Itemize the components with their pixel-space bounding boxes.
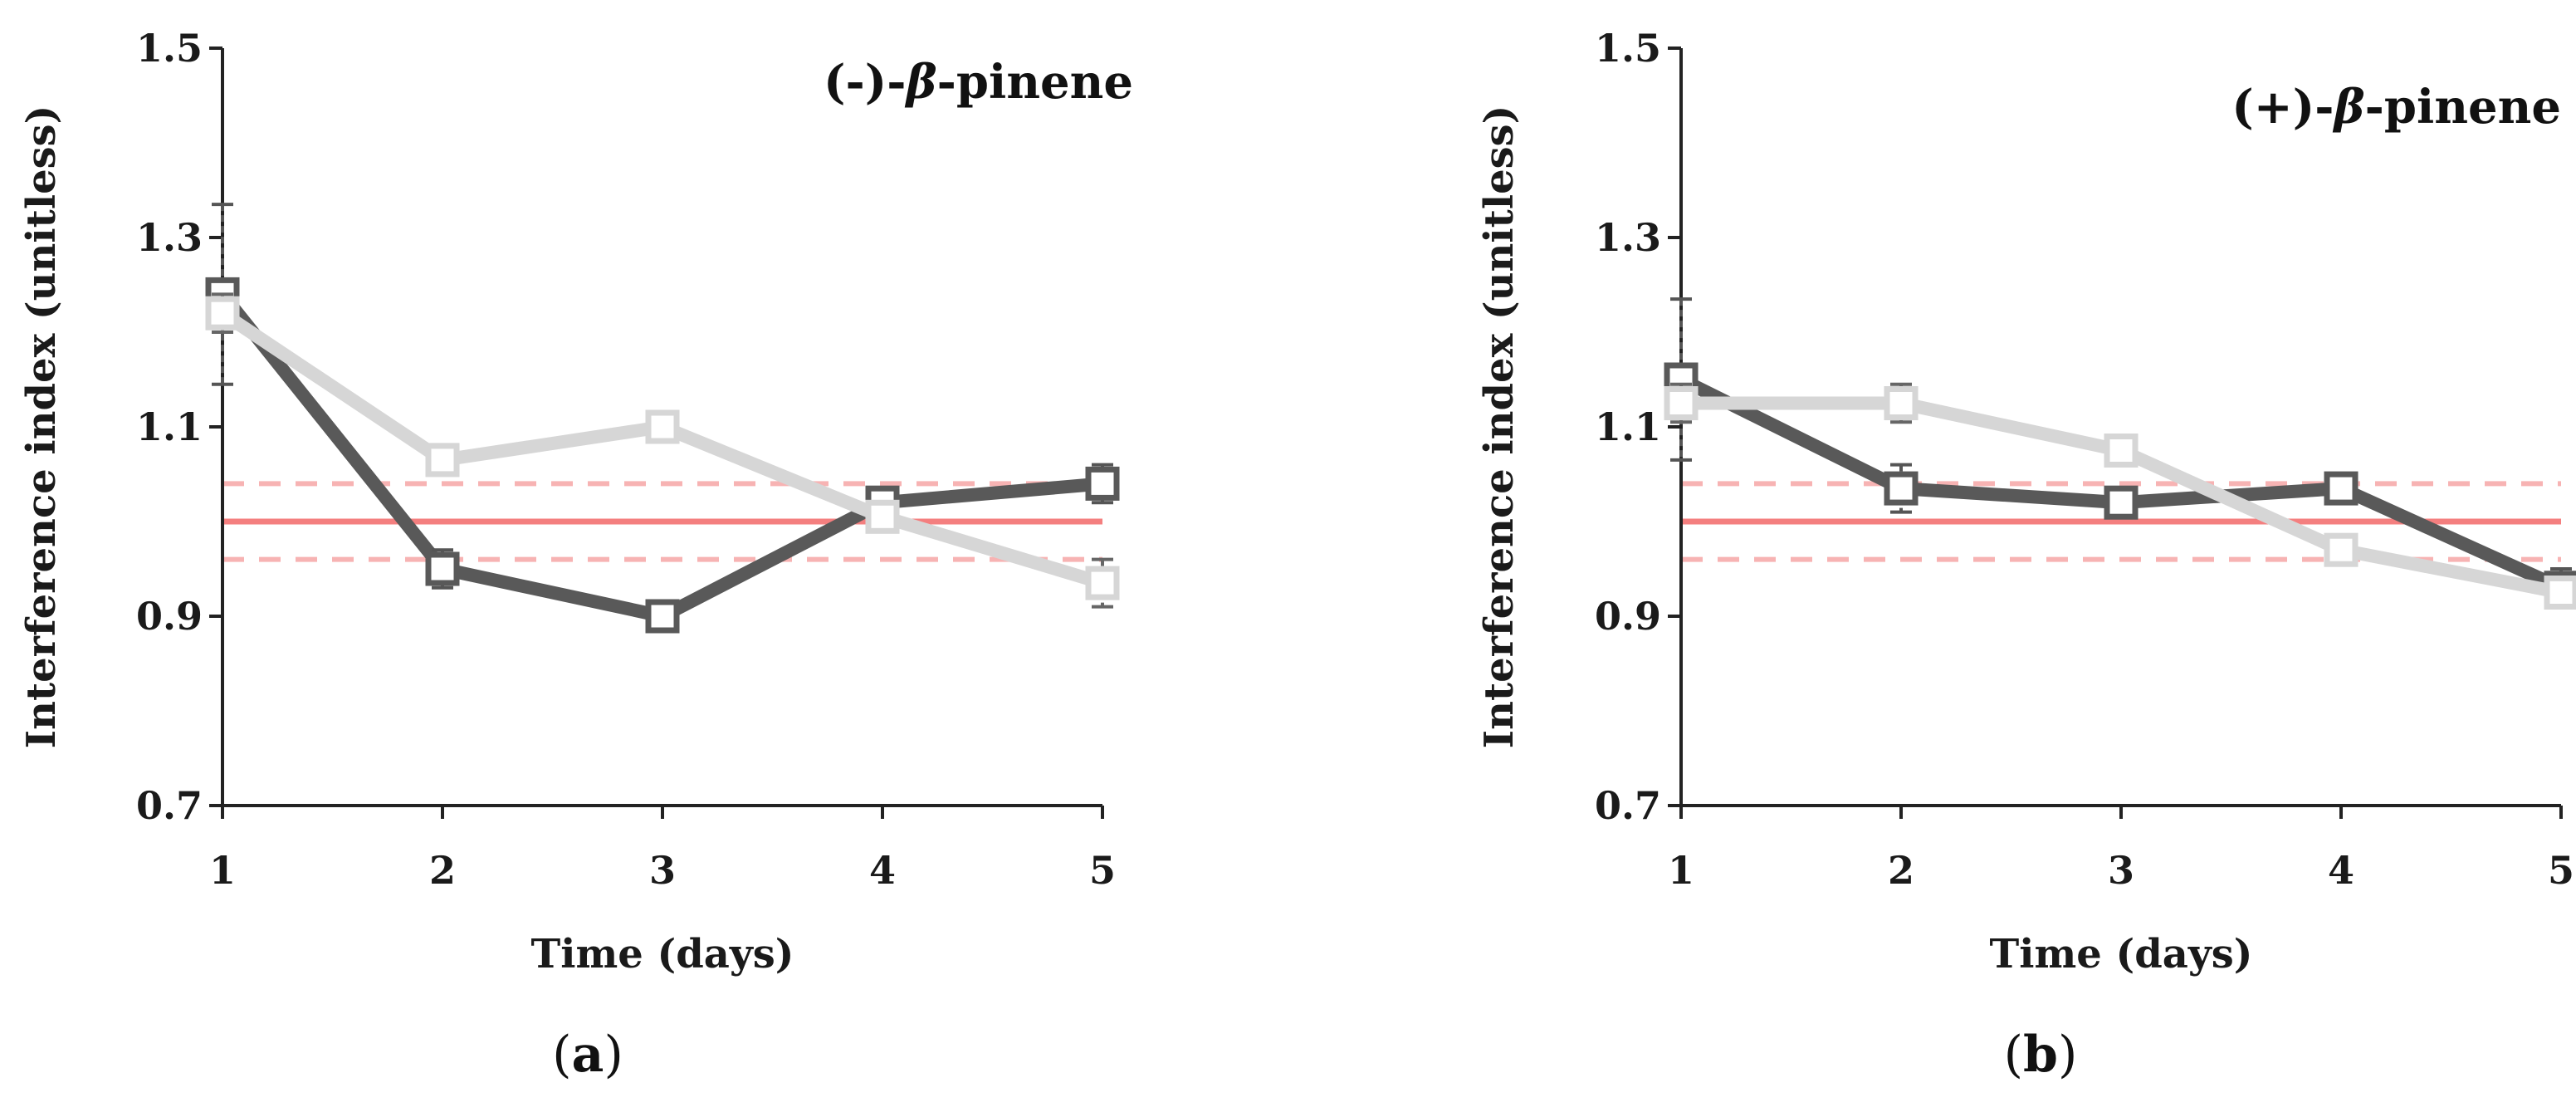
chart-b-panel-caption: (b) [2004,1026,2078,1084]
chart-a-title-part: β [904,55,936,110]
chart-b-y-tick-label: 1.1 [1595,404,1661,449]
chart-b-y-tick-label: 0.7 [1595,783,1661,828]
chart-b-series-dark-point [2324,471,2358,506]
chart-a-series-dark-point [1085,466,1120,501]
chart-a-y-tick-label: 1.5 [136,26,203,71]
chart-a-caption-part: a [572,1026,604,1084]
chart-b-caption-part: b [2023,1026,2058,1084]
chart-b-title-part: β [2332,80,2364,135]
chart-b-series-light-point [2324,532,2358,567]
chart-a-series-light-line [218,307,1105,590]
chart-a-series-dark-point [425,551,460,586]
chart-a-series-dark-point [645,599,680,634]
chart-b-y-tick-label: 0.9 [1595,594,1661,639]
chart-a-series-light [205,292,1120,609]
chart-a-x-axis-title: Time (days) [531,931,794,977]
chart-a-x-tick-label: 1 [209,848,236,893]
chart-a: 0.7 0.9 1.1 1.3 1.5 1 2 3 4 5 Time (days) Interfere… [18,26,1133,1084]
chart-b-series-light [1664,382,2576,610]
chart-a-series-light-point [205,296,240,331]
chart-a-title-part: (-)- [824,55,906,110]
chart-b-series-light-point [1664,386,1699,420]
chart-a-panel-caption: (a) [552,1026,623,1084]
chart-b-series-dark-point [1884,471,1919,506]
chart-a-x-tick-label: 5 [1089,848,1116,893]
chart-a-x-tick-label: 3 [649,848,676,893]
chart-b-y-tick-label: 1.5 [1595,26,1661,71]
chart-a-series-light-point [1085,566,1120,600]
chart-a-series-light-point [425,443,460,478]
chart-b-y-tick-label: 1.3 [1595,215,1661,260]
chart-b-caption-part: ( [2004,1026,2023,1084]
chart-b-series-light-point [2544,576,2576,610]
chart-a-y-tick-label: 0.7 [136,783,203,828]
chart-b: 0.7 0.9 1.1 1.3 1.5 1 2 3 4 5 Time (days) Interfere… [1476,26,2576,1084]
chart-a-title: (-)-β-pinene [824,55,1133,110]
chart-b-x-tick-label: 3 [2108,848,2134,893]
chart-b-series-light-point [1884,386,1919,420]
chart-b-x-tick-label: 4 [2328,848,2354,893]
chart-b-x-tick-label: 1 [1668,848,1694,893]
chart-b-x-tick-label: 2 [1888,848,1914,893]
chart-a-caption-part: ( [552,1026,571,1084]
chart-a-x-tick-label: 2 [429,848,456,893]
chart-a-series-light-point [865,499,900,534]
chart-a-caption-part: ) [604,1026,623,1084]
chart-a-y-tick-label: 0.9 [136,594,203,639]
chart-b-y-axis-title: Interference index (unitless) [1476,105,1523,749]
chart-b-series-dark-point [2104,485,2139,520]
chart-b-caption-part: ) [2058,1026,2077,1084]
chart-a-y-axis-title: Interference index (unitless) [18,105,65,749]
chart-a-y-tick-label: 1.3 [136,215,203,260]
chart-a-x-tick-label: 4 [869,848,896,893]
chart-b-series-light-point [2104,434,2139,468]
chart-b-x-axis-title: Time (days) [1990,931,2253,977]
chart-a-series-dark-line [217,290,1103,623]
chart-b-x-tick-label: 5 [2548,848,2574,893]
chart-b-title: (+)-β-pinene [2231,80,2561,135]
chart-b-title-part: -pinene [2365,80,2561,135]
chart-a-title-part: -pinene [937,55,1133,110]
chart-b-title-part: (+)- [2231,80,2334,135]
chart-a-y-tick-label: 1.1 [136,404,203,449]
chart-a-series-light-point [645,409,680,444]
